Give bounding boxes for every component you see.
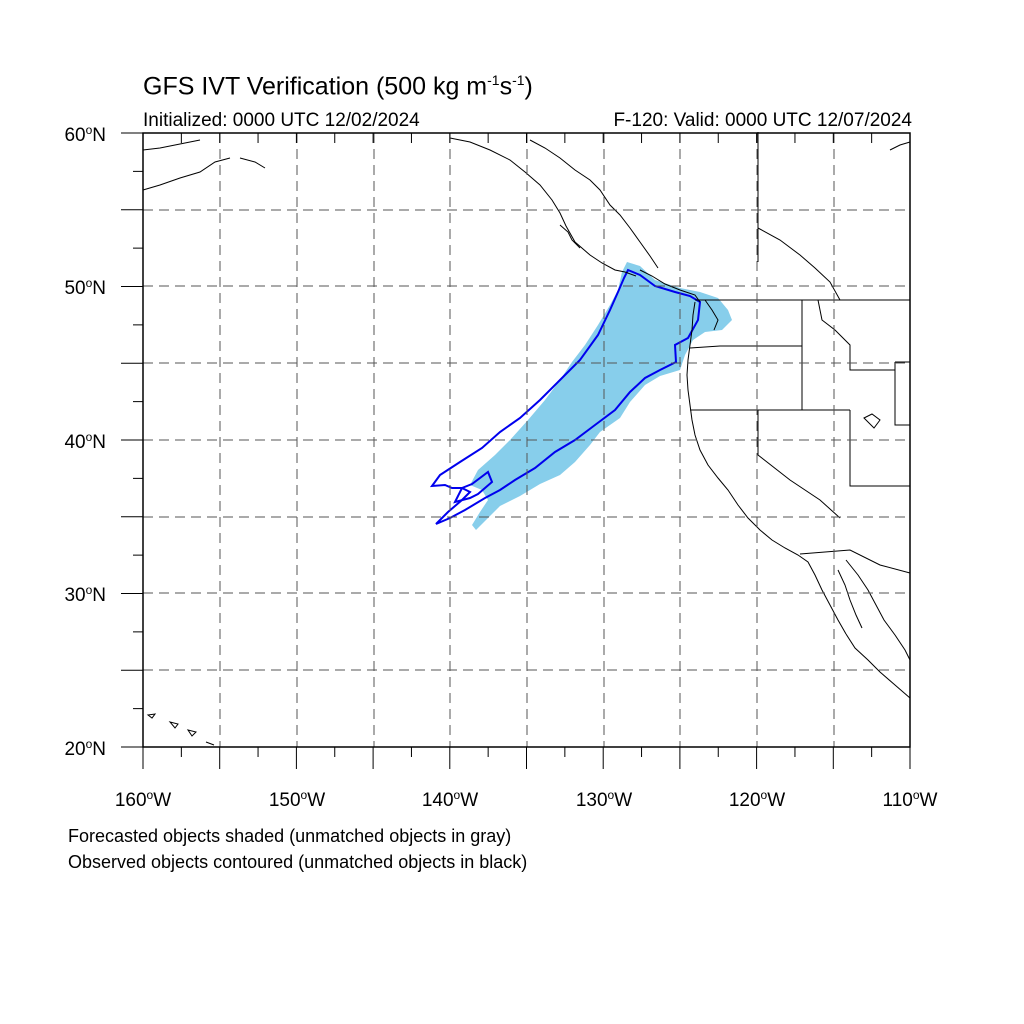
lon-label-120: 120oW xyxy=(729,788,785,811)
lat-label-40: 40oN xyxy=(64,430,106,453)
lat-label-50: 50oN xyxy=(64,276,106,299)
lon-label-160: 160oW xyxy=(115,788,171,811)
map-title: GFS IVT Verification (500 kg m-1s-1) xyxy=(143,72,533,101)
lon-label-110: 110oW xyxy=(883,788,938,811)
tick-marks xyxy=(121,132,911,769)
forecast-note: Forecasted objects shaded (unmatched obj… xyxy=(68,826,512,846)
initialized-time: Initialized: 0000 UTC 12/02/2024 xyxy=(143,110,420,131)
latitude-labels: 60oN 50oN 40oN 30oN 20oN xyxy=(64,123,106,760)
observed-object xyxy=(429,268,702,525)
lat-label-60: 60oN xyxy=(64,123,106,146)
graticule xyxy=(143,133,910,747)
valid-time: F-120: Valid: 0000 UTC 12/07/2024 xyxy=(613,110,912,131)
lon-label-150: 150oW xyxy=(269,788,325,811)
lon-label-130: 130oW xyxy=(576,788,632,811)
lon-label-140: 140oW xyxy=(422,788,478,811)
longitude-labels: 160oW 150oW 140oW 130oW 120oW 110oW xyxy=(115,788,938,811)
forecast-object xyxy=(470,262,732,530)
lat-label-30: 30oN xyxy=(64,583,106,606)
lat-label-20: 20oN xyxy=(64,737,106,760)
observed-note: Observed objects contoured (unmatched ob… xyxy=(68,852,528,872)
coastlines xyxy=(142,137,911,746)
political-borders xyxy=(689,132,911,574)
observed-object-inner-loop xyxy=(453,470,494,504)
